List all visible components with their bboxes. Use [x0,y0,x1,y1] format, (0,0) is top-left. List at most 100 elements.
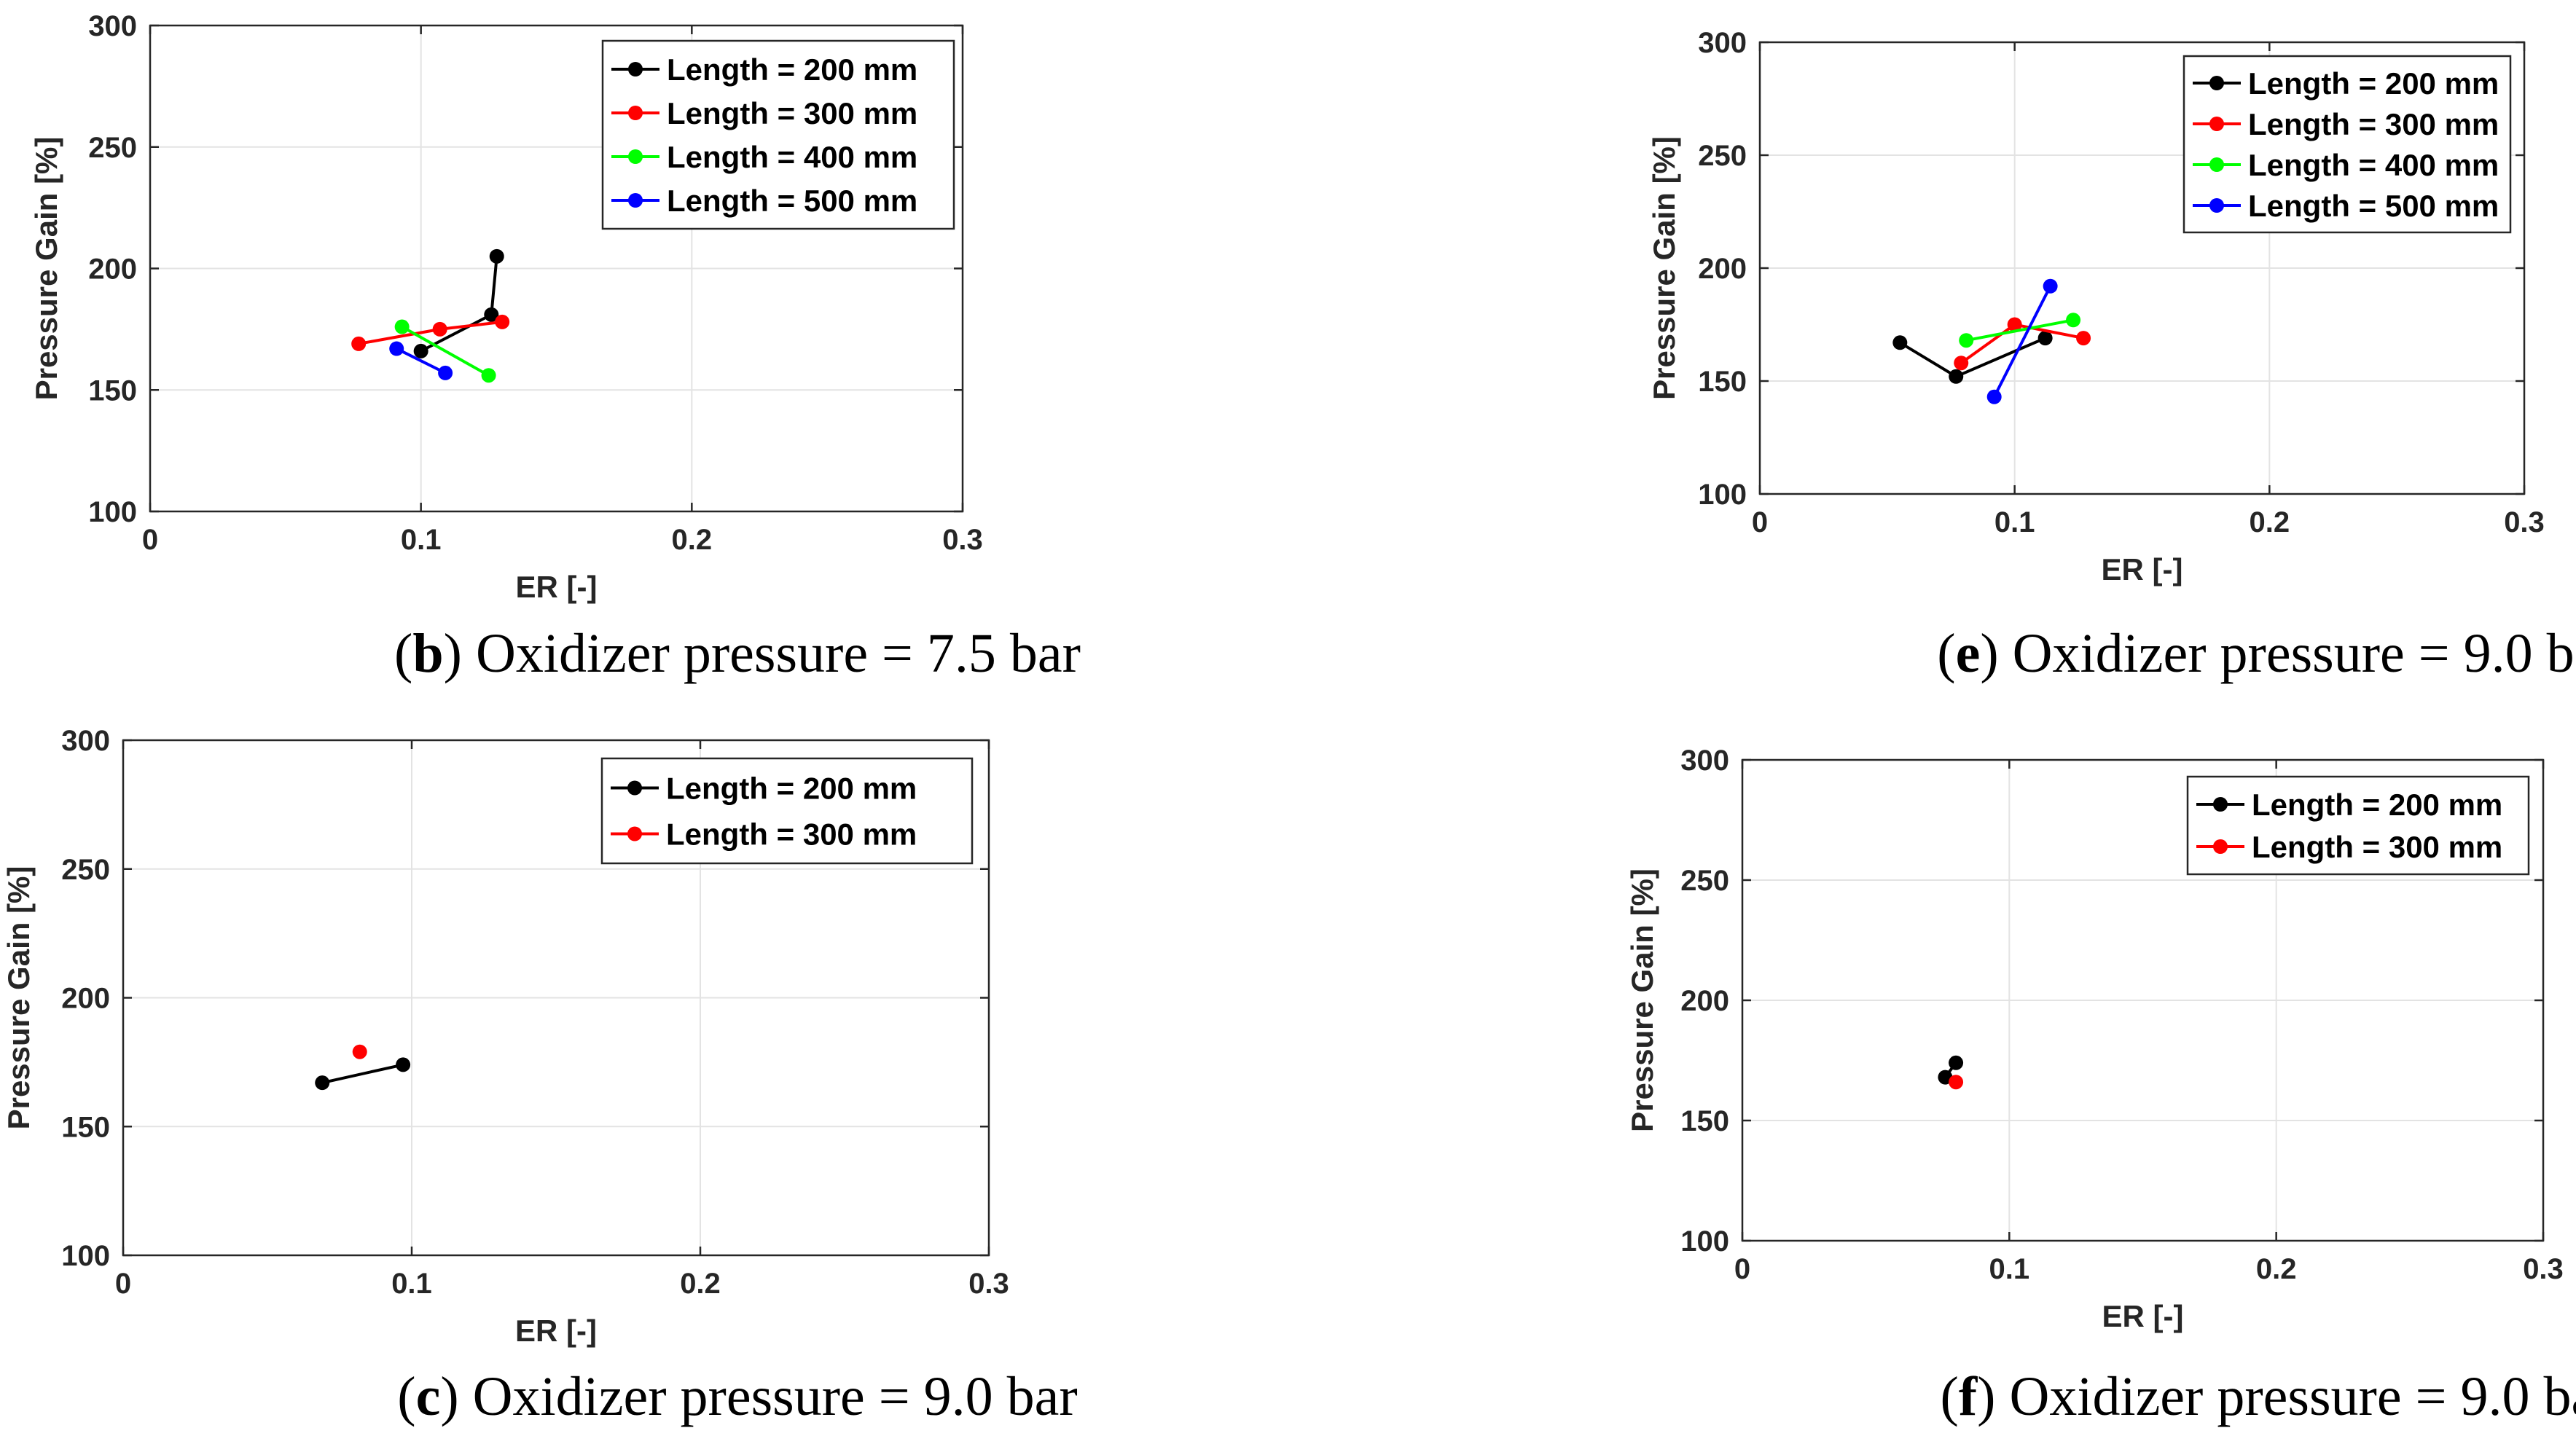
x-tick-label: 0.2 [672,524,713,556]
legend-swatch-marker [628,193,643,208]
y-tick-label: 250 [61,854,110,886]
x-tick-label: 0.1 [1994,506,2035,538]
x-tick-label: 0.2 [2250,506,2290,538]
caption-text: Oxidizer pressure = 7.5 bar [476,623,1081,684]
chart-panel-b: 0 0.1 0.2 0.3 100 150 200 250 300 ER [-] Pressure … [29,10,1081,684]
data-point [352,1044,367,1059]
caption-paren-open: ( [394,623,412,684]
series-c-0 [315,1057,411,1091]
series-c-1 [352,1044,367,1059]
x-tick-label: 0.1 [401,524,442,556]
y-tick-label: 300 [61,725,110,757]
legend-swatch-marker [628,62,643,76]
data-point [351,336,367,351]
caption-paren-close: ) [1977,1366,2009,1427]
legend-label: Length = 400 mm [667,140,917,174]
data-point [2043,278,2058,294]
x-tick-label: 0.1 [391,1268,432,1300]
series-line [1992,285,2052,398]
chart-panel-f: 0 0.1 0.2 0.3 100 150 200 250 300 ER [-] Pressure … [1625,745,2576,1427]
legend-swatch-marker [628,149,643,164]
legend-label: Length = 200 mm [666,772,917,806]
legend-box [600,757,974,865]
legend-swatch-marker [2213,839,2228,854]
y-tick-label: 200 [61,983,110,1015]
x-tick-label: 0.3 [968,1268,1009,1300]
y-tick-label: 100 [1680,1225,1729,1257]
x-tick-label: 0.1 [1989,1253,2030,1285]
data-point [2076,331,2091,346]
legend: Length = 200 mm Length = 300 mm [600,757,974,865]
y-tick-label: 300 [1698,27,1747,59]
x-tick-label: 0.3 [2523,1253,2564,1285]
legend-label: Length = 500 mm [2248,189,2499,223]
caption-paren-open: ( [397,1366,415,1427]
legend-box [2186,775,2530,876]
data-point [495,314,510,329]
legend-swatch-marker [2213,797,2228,812]
x-axis-label: ER [-] [516,570,598,604]
legend: Length = 200 mm Length = 300 mm Length = 4… [2182,55,2512,234]
x-tick-label: 0.3 [942,524,983,556]
x-tick-label: 0 [115,1268,131,1300]
series-line [1965,318,2074,342]
caption-letter: f [1959,1366,1978,1427]
caption-letter: c [416,1366,441,1427]
x-axis-label: ER [-] [2102,552,2183,586]
y-tick-label: 300 [88,10,137,42]
chart-panel-c: 0 0.1 0.2 0.3 100 150 200 250 300 ER [-] Pressure … [1,725,1078,1427]
data-point [389,341,404,356]
legend-box [2182,55,2512,234]
panel-caption: (c) Oxidizer pressure = 9.0 bar [397,1366,1077,1427]
x-axis-label: ER [-] [515,1314,597,1348]
x-tick-label: 0 [1752,506,1768,538]
legend-swatch-marker [627,780,642,796]
legend-swatch-marker [2209,198,2224,213]
caption-paren-close: ) [440,1366,472,1427]
data-point [1959,333,1974,348]
legend-label: Length = 300 mm [2248,107,2499,141]
y-tick-label: 150 [61,1111,110,1143]
legend: Length = 200 mm Length = 300 mm Length = 4… [601,39,955,230]
data-point [481,368,496,383]
x-tick-label: 0 [142,524,158,556]
legend-label: Length = 200 mm [2248,66,2499,101]
y-tick-label: 150 [88,374,137,407]
legend-label: Length = 300 mm [666,817,917,852]
series-line [321,1063,404,1085]
y-tick-label: 200 [88,254,137,286]
y-tick-label: 200 [1698,253,1747,285]
data-point [1949,1055,1964,1070]
data-point [1892,335,1908,350]
caption-paren-close: ) [444,623,476,684]
data-point [396,1057,411,1072]
data-point [394,319,410,334]
y-tick-label: 250 [1680,865,1729,897]
y-tick-label: 300 [1680,745,1729,777]
legend-label: Length = 400 mm [2248,148,2499,182]
data-point [413,343,428,358]
legend-label: Length = 200 mm [2252,788,2502,822]
data-point [1949,1075,1964,1090]
panel-caption: (e) Oxidizer pressure = 9.0 bar [1937,623,2576,684]
y-axis-label: Pressure Gain [%] [1625,868,1659,1132]
caption-letter: b [412,623,443,684]
series-b-1 [351,314,510,351]
chart-panel-e: 0 0.1 0.2 0.3 100 150 200 250 300 ER [-] Pressure … [1647,27,2576,684]
panel-caption: (b) Oxidizer pressure = 7.5 bar [394,623,1081,684]
caption-text: Oxidizer pressure = 9.0 bar [2013,623,2576,684]
panel-caption: (f) Oxidizer pressure = 9.0 bar [1941,1366,2576,1427]
caption-text: Oxidizer pressure = 9.0 bar [2009,1366,2576,1427]
legend-swatch-marker [2209,157,2224,172]
series-e-3 [1986,278,2058,404]
data-point [1986,389,2002,404]
legend-swatch-marker [2209,76,2224,90]
data-point [2066,313,2081,328]
legend-label: Length = 300 mm [2252,830,2502,864]
data-point [2037,331,2053,346]
series-f-1 [1949,1075,1964,1090]
series-b-0 [413,248,504,358]
caption-paren-open: ( [1941,1366,1959,1427]
legend-swatch-marker [628,106,643,120]
data-point [1949,369,1964,384]
